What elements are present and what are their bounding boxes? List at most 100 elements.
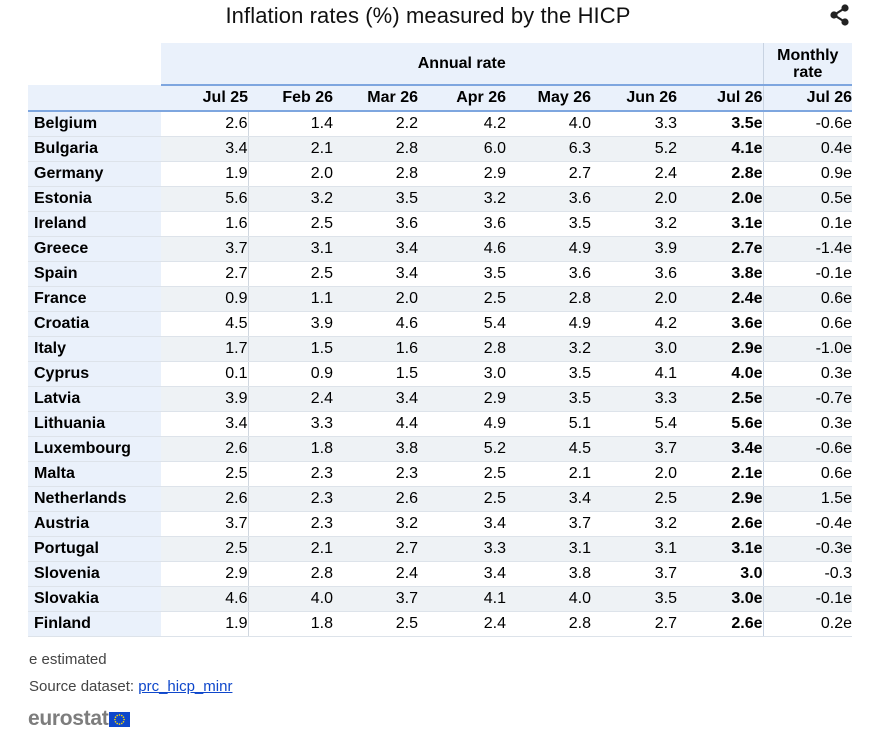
annual-rate-cell: 3.3: [591, 111, 677, 137]
eu-flag-star: [121, 722, 124, 724]
source-dataset: Source dataset: prc_hicp_minr: [29, 678, 232, 695]
country-label: Slovenia: [28, 561, 161, 587]
annual-rate-cell: 4.5: [161, 311, 249, 337]
monthly-rate-cell: 0.1e: [762, 211, 853, 237]
country-label: Netherlands: [28, 486, 161, 512]
monthly-rate-cell: -0.6e: [762, 436, 853, 462]
annual-rate-cell: 2.0: [333, 286, 418, 312]
annual-rate-cell: 2.3: [248, 461, 333, 487]
annual-rate-cell: 2.8: [506, 286, 591, 312]
annual-rate-cell: 3.9: [591, 236, 677, 262]
table-row: Slovenia 2.9 2.8 2.4 3.4 3.8 3.7 3.0 -0.3: [28, 561, 853, 587]
monthly-rate-cell: 0.6e: [762, 461, 853, 487]
annual-rate-cell: 2.5: [418, 286, 506, 312]
annual-rate-cell: 3.6: [591, 261, 677, 287]
chart-title: Inflation rates (%) measured by the HICP: [225, 3, 631, 28]
annual-rate-cell: 3.4: [161, 411, 249, 437]
annual-rate-cell: 3.0: [677, 561, 764, 587]
annual-rate-cell: 3.8: [333, 436, 418, 462]
annual-rate-cell: 0.1: [161, 361, 249, 387]
annual-rate-cell: 3.3: [248, 411, 333, 437]
annual-rate-cell: 2.4e: [677, 286, 764, 312]
annual-rate-cell: 6.3: [506, 136, 591, 162]
table-row: Latvia 3.9 2.4 3.4 2.9 3.5 3.3 2.5e -0.7e: [28, 386, 853, 412]
annual-rate-cell: 1.9: [161, 611, 249, 637]
annual-rate-cell: 2.9e: [677, 486, 764, 512]
annual-rate-cell: 5.2: [591, 136, 677, 162]
column-header-3: Apr 26: [418, 85, 506, 112]
annual-rate-cell: 5.2: [418, 436, 506, 462]
annual-rate-cell: 3.3: [591, 386, 677, 412]
annual-rate-cell: 4.1: [591, 361, 677, 387]
annual-rate-cell: 2.8: [333, 136, 418, 162]
table-row: Germany 1.9 2.0 2.8 2.9 2.7 2.4 2.8e 0.9e: [28, 161, 853, 187]
annual-rate-cell: 2.7e: [677, 236, 764, 262]
annual-rate-cell: 0.9: [161, 286, 249, 312]
annual-rate-cell: 2.8e: [677, 161, 764, 187]
monthly-rate-cell: 0.3e: [762, 411, 853, 437]
source-dataset-link[interactable]: prc_hicp_minr: [138, 678, 233, 695]
annual-rate-cell: 2.5: [591, 486, 677, 512]
monthly-rate-cell: -0.1e: [762, 586, 853, 612]
annual-rate-cell: 2.9e: [677, 336, 764, 362]
annual-rate-cell: 1.6: [161, 211, 249, 237]
annual-rate-cell: 2.5: [333, 611, 418, 637]
annual-rate-cell: 4.4: [333, 411, 418, 437]
annual-rate-cell: 3.4: [418, 511, 506, 537]
table-row: Belgium 2.6 1.4 2.2 4.2 4.0 3.3 3.5e -0.6e: [28, 111, 853, 137]
annual-rate-cell: 3.5: [591, 586, 677, 612]
column-header-5: Jun 26: [591, 85, 677, 112]
eurostat-logo-text: eurostat: [28, 707, 109, 730]
annual-rate-cell: 4.9: [506, 236, 591, 262]
annual-rate-cell: 2.5: [248, 261, 333, 287]
eu-flag-star: [114, 718, 117, 720]
table-row: Netherlands 2.6 2.3 2.6 2.5 3.4 2.5 2.9e 1.5e: [28, 486, 853, 512]
corner-cell: [28, 43, 161, 85]
annual-rate-cell: 5.4: [418, 311, 506, 337]
annual-rate-cell: 3.1e: [677, 211, 764, 237]
eu-flag-star: [119, 713, 121, 716]
annual-rate-cell: 3.6: [506, 186, 591, 212]
monthly-rate-cell: 0.6e: [762, 286, 853, 312]
annual-rate-cell: 5.1: [506, 411, 591, 437]
annual-rate-cell: 1.8: [248, 436, 333, 462]
annual-rate-cell: 3.2: [333, 511, 418, 537]
annual-rate-cell: 2.8: [418, 336, 506, 362]
annual-rate-cell: 3.6: [418, 211, 506, 237]
column-header-4: May 26: [506, 85, 591, 112]
annual-rate-cell: 3.0: [418, 361, 506, 387]
annual-rate-cell: 3.9: [161, 386, 249, 412]
table-row: Lithuania 3.4 3.3 4.4 4.9 5.1 5.4 5.6e 0.3e: [28, 411, 853, 437]
table-row: Greece 3.7 3.1 3.4 4.6 4.9 3.9 2.7e -1.4e: [28, 236, 853, 262]
annual-rate-cell: 2.5e: [677, 386, 764, 412]
annual-rate-cell: 1.7: [161, 336, 249, 362]
annual-rate-cell: 1.5: [333, 361, 418, 387]
share-icon[interactable]: [827, 3, 853, 27]
annual-rate-cell: 2.7: [161, 261, 249, 287]
annual-rate-cell: 3.7: [591, 436, 677, 462]
table-row: Estonia 5.6 3.2 3.5 3.2 3.6 2.0 2.0e 0.5e: [28, 186, 853, 212]
table-row: Ireland 1.6 2.5 3.6 3.6 3.5 3.2 3.1e 0.1e: [28, 211, 853, 237]
annual-rate-cell: 6.0: [418, 136, 506, 162]
column-header-monthly-jul26: Jul 26: [762, 85, 853, 112]
annual-rate-cell: 3.5: [506, 386, 591, 412]
eu-flag-star: [115, 720, 117, 723]
annual-rate-cell: 3.2: [591, 511, 677, 537]
annual-rate-cell: 3.5: [506, 361, 591, 387]
source-label: Source dataset:: [29, 678, 139, 695]
annual-rate-cell: 2.1: [506, 461, 591, 487]
annual-rate-cell: 4.2: [418, 111, 506, 137]
annual-rate-cell: 3.5e: [677, 111, 764, 137]
annual-rate-cell: 5.4: [591, 411, 677, 437]
annual-rate-cell: 2.8: [506, 611, 591, 637]
annual-rate-cell: 2.7: [333, 536, 418, 562]
annual-rate-cell: 4.0e: [677, 361, 764, 387]
column-header-2: Mar 26: [333, 85, 418, 112]
annual-rate-cell: 3.0e: [677, 586, 764, 612]
annual-rate-cell: 3.9: [248, 311, 333, 337]
annual-rate-cell: 2.1: [248, 136, 333, 162]
annual-rate-cell: 4.9: [418, 411, 506, 437]
annual-rate-cell: 2.0: [591, 286, 677, 312]
monthly-rate-cell: -0.7e: [762, 386, 853, 412]
monthly-rate-cell: 0.6e: [762, 311, 853, 337]
